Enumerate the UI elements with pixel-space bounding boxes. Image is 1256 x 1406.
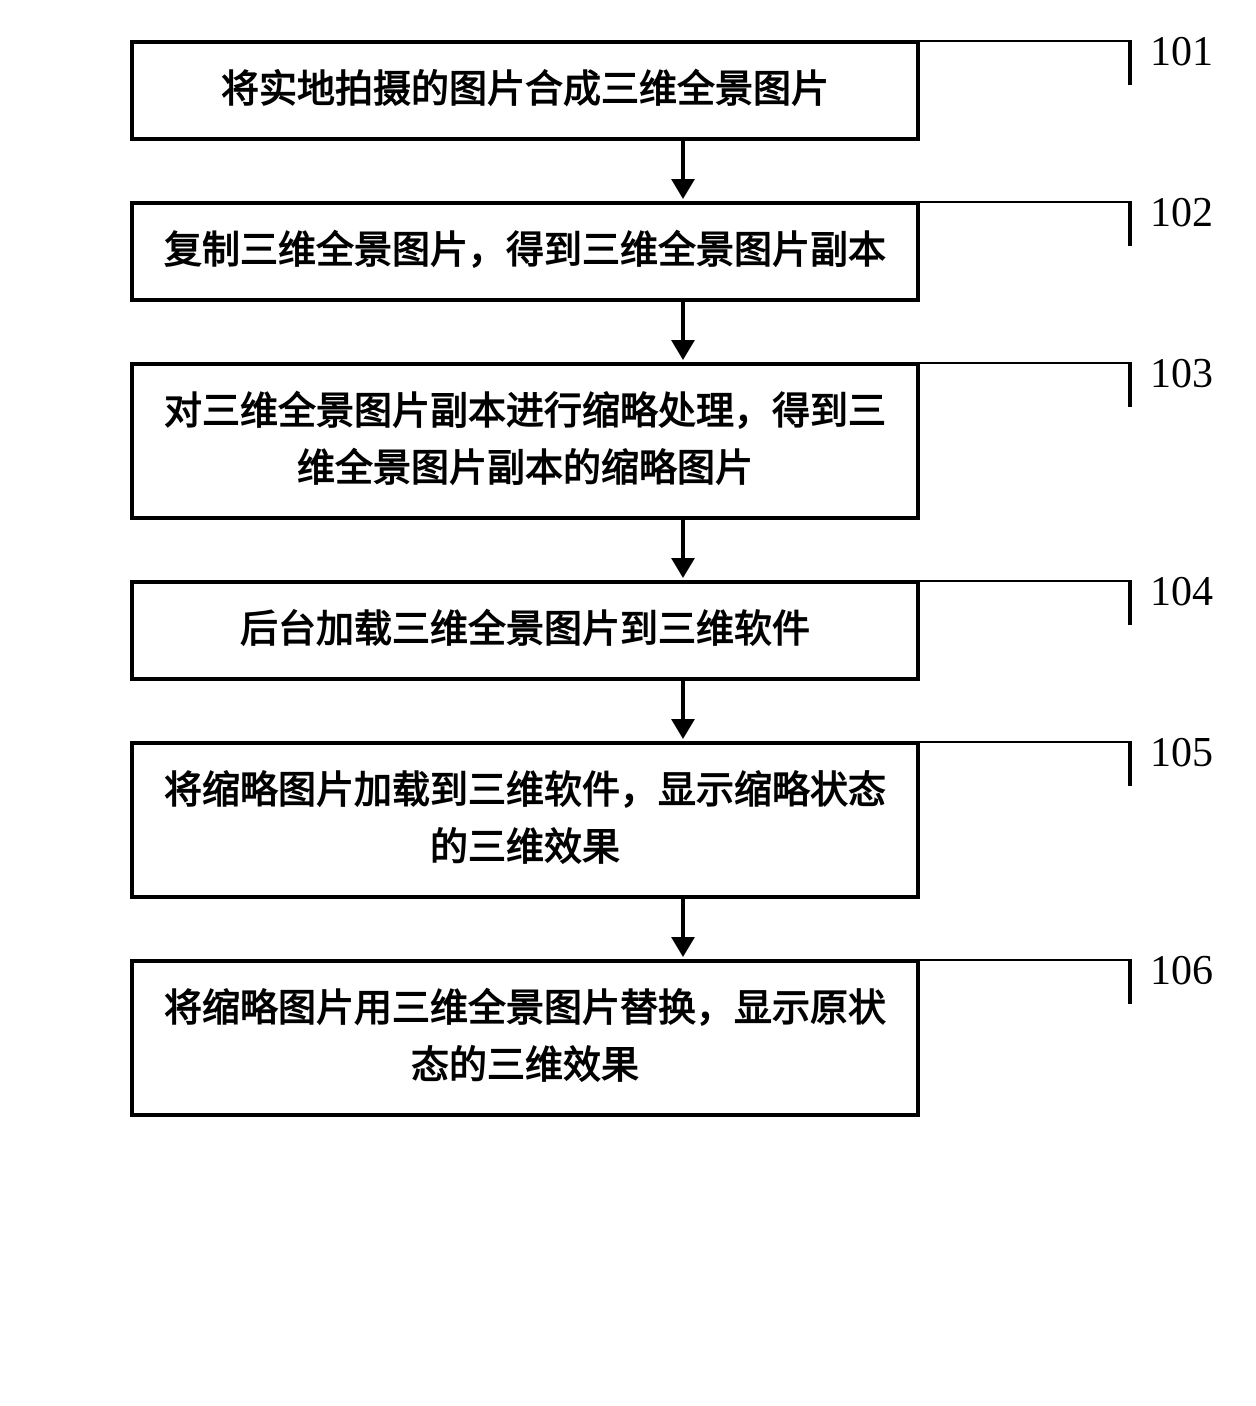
connector-line-101: [920, 40, 1150, 90]
step-label-105: 105: [1150, 729, 1213, 777]
step-label-106: 106: [1150, 947, 1213, 995]
step-text-104: 后台加载三维全景图片到三维软件: [240, 602, 810, 659]
step-box-104: 后台加载三维全景图片到三维软件: [130, 580, 920, 681]
step-box-105: 将缩略图片加载到三维软件，显示缩略状态的三维效果: [130, 741, 920, 899]
connector-line-102: [920, 201, 1150, 251]
arrow-icon: [663, 141, 703, 201]
step-box-102: 复制三维全景图片，得到三维全景图片副本: [130, 201, 920, 302]
connector-line-104: [920, 580, 1150, 630]
step-row-104: 后台加载三维全景图片到三维软件 104: [20, 580, 1236, 681]
arrow-icon: [663, 681, 703, 741]
connector-line-103: [920, 362, 1150, 412]
arrow-icon: [663, 520, 703, 580]
step-label-101: 101: [1150, 28, 1213, 76]
arrow-icon: [663, 302, 703, 362]
step-row-105: 将缩略图片加载到三维软件，显示缩略状态的三维效果 105: [20, 741, 1236, 899]
step-row-102: 复制三维全景图片，得到三维全景图片副本 102: [20, 201, 1236, 302]
arrow-5: [288, 899, 1078, 959]
arrow-4: [288, 681, 1078, 741]
step-box-106: 将缩略图片用三维全景图片替换，显示原状态的三维效果: [130, 959, 920, 1117]
step-text-101: 将实地拍摄的图片合成三维全景图片: [221, 62, 829, 119]
step-row-101: 将实地拍摄的图片合成三维全景图片 101: [20, 40, 1236, 141]
step-label-103: 103: [1150, 350, 1213, 398]
step-row-106: 将缩略图片用三维全景图片替换，显示原状态的三维效果 106: [20, 959, 1236, 1117]
arrow-icon: [663, 899, 703, 959]
arrow-2: [288, 302, 1078, 362]
step-label-104: 104: [1150, 568, 1213, 616]
step-text-102: 复制三维全景图片，得到三维全景图片副本: [164, 223, 886, 280]
step-row-103: 对三维全景图片副本进行缩略处理，得到三维全景图片副本的缩略图片 103: [20, 362, 1236, 520]
step-box-101: 将实地拍摄的图片合成三维全景图片: [130, 40, 920, 141]
step-box-103: 对三维全景图片副本进行缩略处理，得到三维全景图片副本的缩略图片: [130, 362, 920, 520]
step-text-105: 将缩略图片加载到三维软件，显示缩略状态的三维效果: [164, 763, 886, 877]
connector-line-105: [920, 741, 1150, 791]
step-label-102: 102: [1150, 189, 1213, 237]
step-text-106: 将缩略图片用三维全景图片替换，显示原状态的三维效果: [164, 981, 886, 1095]
connector-line-106: [920, 959, 1150, 1009]
arrow-3: [288, 520, 1078, 580]
step-text-103: 对三维全景图片副本进行缩略处理，得到三维全景图片副本的缩略图片: [164, 384, 886, 498]
flowchart-container: 将实地拍摄的图片合成三维全景图片 101 复制三维全景图片，得到三维全景图片副本…: [20, 40, 1236, 1117]
arrow-1: [288, 141, 1078, 201]
